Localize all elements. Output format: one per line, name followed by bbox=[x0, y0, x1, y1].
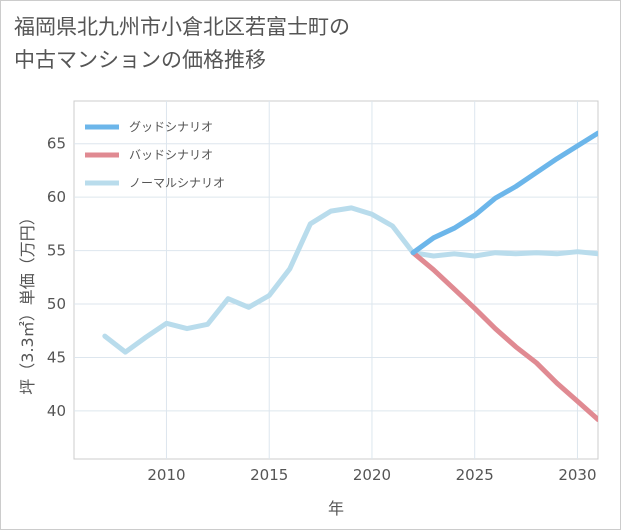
y-axis-label: 坪（3.3㎡）単価（万円） bbox=[18, 209, 37, 394]
x-tick-label: 2015 bbox=[250, 466, 288, 484]
x-tick-label: 2020 bbox=[353, 466, 391, 484]
series-line-2 bbox=[102, 205, 598, 355]
x-tick-label: 2030 bbox=[558, 466, 596, 484]
y-tick-label: 60 bbox=[47, 188, 66, 206]
chart-title: 福岡県北九州市小倉北区若富士町の 中古マンションの価格推移 bbox=[14, 11, 614, 77]
series-line-1 bbox=[410, 250, 598, 422]
chart-title-line2: 中古マンションの価格推移 bbox=[14, 48, 266, 72]
y-tick-label: 45 bbox=[47, 348, 66, 366]
y-tick-label: 55 bbox=[47, 242, 66, 260]
x-axis-label: 年 bbox=[328, 499, 344, 518]
y-tick-labels: 40 45 50 55 60 65 bbox=[47, 135, 66, 420]
series-line-0 bbox=[410, 130, 598, 256]
x-tick-label: 2010 bbox=[147, 466, 185, 484]
y-tick-label: 40 bbox=[47, 402, 66, 420]
x-tick-label: 2025 bbox=[456, 466, 494, 484]
legend-label-0: グッドシナリオ bbox=[129, 120, 213, 134]
x-tick-labels: 2010 2015 2020 2025 2030 bbox=[147, 466, 596, 484]
y-tick-label: 65 bbox=[47, 135, 66, 153]
legend-label-1: バッドシナリオ bbox=[129, 148, 213, 162]
plot-area bbox=[73, 100, 599, 460]
legend-label-2: ノーマルシナリオ bbox=[129, 176, 225, 190]
series-lines bbox=[102, 130, 598, 422]
chart-title-line1: 福岡県北九州市小倉北区若富士町の bbox=[14, 15, 350, 39]
gridlines bbox=[74, 101, 598, 459]
y-tick-label: 50 bbox=[47, 295, 66, 313]
